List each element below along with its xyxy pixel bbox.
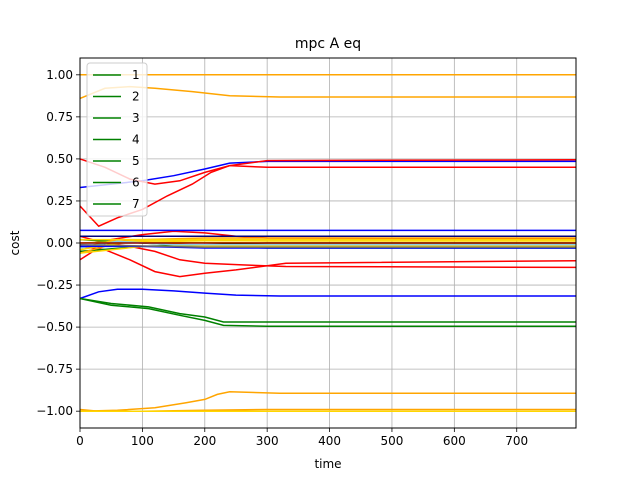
ticks: 0 100 200 300 400 500 600 700 −1.00 −0.75 −0.50 −0.… — [36, 68, 528, 448]
series-lines — [79, 74, 577, 412]
y-tick-label: 0.50 — [46, 152, 73, 166]
x-tick-label: 500 — [380, 434, 403, 448]
series-line — [79, 297, 576, 328]
y-tick-label: 0.75 — [46, 110, 73, 124]
series-line — [79, 243, 576, 248]
legend-label: 2 — [132, 90, 140, 104]
y-tick-label: 1.00 — [46, 68, 73, 82]
legend-label: 7 — [132, 197, 140, 211]
y-tick-label: −0.25 — [36, 278, 73, 292]
series-line — [79, 85, 576, 100]
legend-label: 1 — [132, 68, 140, 82]
legend-label: 3 — [132, 111, 140, 125]
legend-label: 5 — [132, 154, 140, 168]
x-tick-label: 300 — [256, 434, 279, 448]
series-line — [79, 288, 576, 300]
x-tick-label: 700 — [505, 434, 528, 448]
legend-label: 6 — [132, 176, 140, 190]
x-tick-label: 200 — [193, 434, 216, 448]
y-tick-label: −0.75 — [36, 362, 73, 376]
x-tick-label: 100 — [131, 434, 154, 448]
legend: 1 2 3 4 5 6 7 — [86, 62, 148, 217]
y-tick-label: 0.25 — [46, 194, 73, 208]
x-tick-label: 400 — [318, 434, 341, 448]
y-tick-label: −0.50 — [36, 320, 73, 334]
chart-title: mpc A eq — [295, 36, 361, 52]
x-tick-label: 0 — [76, 434, 84, 448]
legend-label: 4 — [132, 133, 140, 147]
y-axis-title: cost — [8, 230, 22, 255]
y-tick-label: 0.00 — [46, 236, 73, 250]
y-tick-label: −1.00 — [36, 404, 73, 418]
series-line — [79, 164, 576, 228]
series-line — [79, 391, 576, 412]
x-tick-label: 600 — [443, 434, 466, 448]
x-axis-title: time — [314, 457, 341, 471]
series-line — [79, 158, 577, 185]
series-line — [79, 297, 576, 323]
